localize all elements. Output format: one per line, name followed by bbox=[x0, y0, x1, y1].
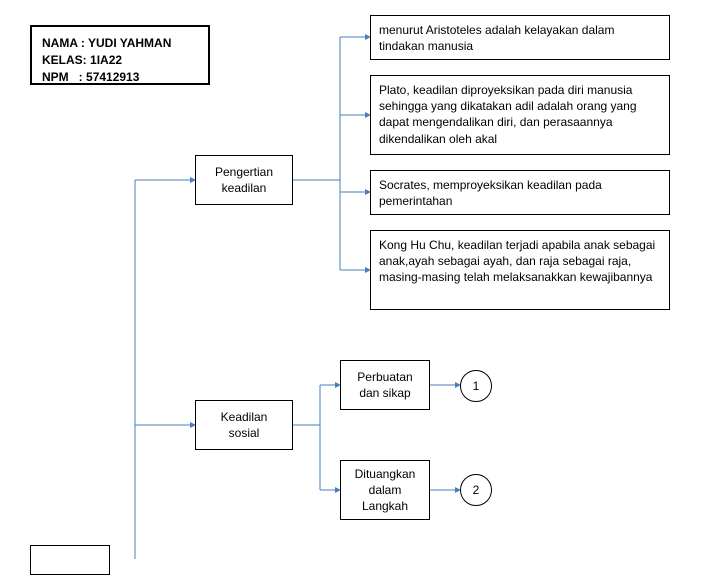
node-pengertian-label: Pengertian keadilan bbox=[204, 164, 284, 196]
def2-text: Plato, keadilan diproyeksikan pada diri … bbox=[379, 82, 661, 147]
node-def-socrates: Socrates, memproyeksikan keadilan pada p… bbox=[370, 170, 670, 215]
circle-1-label: 1 bbox=[473, 379, 480, 393]
info-kelas: KELAS: 1IA22 bbox=[42, 52, 198, 69]
info-npm: NPM : 57412913 bbox=[42, 69, 198, 86]
node-dituangkan-label: Dituangkan dalam Langkah bbox=[349, 466, 421, 515]
node-dituangkan-langkah: Dituangkan dalam Langkah bbox=[340, 460, 430, 520]
def1-text: menurut Aristoteles adalah kelayakan dal… bbox=[379, 22, 661, 54]
def4-text: Kong Hu Chu, keadilan terjadi apabila an… bbox=[379, 237, 661, 286]
kelas-value: 1IA22 bbox=[90, 53, 122, 67]
node-def-plato: Plato, keadilan diproyeksikan pada diri … bbox=[370, 75, 670, 155]
kelas-label: KELAS bbox=[42, 53, 83, 67]
info-nama: NAMA : YUDI YAHMAN bbox=[42, 35, 198, 52]
nama-label: NAMA bbox=[42, 36, 78, 50]
node-perbuatan-label: Perbuatan dan sikap bbox=[349, 369, 421, 401]
circle-2: 2 bbox=[460, 474, 492, 506]
node-keadilan-label: Keadilan sosial bbox=[204, 409, 284, 441]
circle-1: 1 bbox=[460, 370, 492, 402]
nama-value: YUDI YAHMAN bbox=[88, 36, 171, 50]
node-perbuatan-sikap: Perbuatan dan sikap bbox=[340, 360, 430, 410]
circle-2-label: 2 bbox=[473, 483, 480, 497]
node-def-aristoteles: menurut Aristoteles adalah kelayakan dal… bbox=[370, 15, 670, 60]
node-pengertian-keadilan: Pengertian keadilan bbox=[195, 155, 293, 205]
student-info-box: NAMA : YUDI YAHMAN KELAS: 1IA22 NPM : 57… bbox=[30, 25, 210, 85]
def3-text: Socrates, memproyeksikan keadilan pada p… bbox=[379, 177, 661, 209]
node-def-konghuchu: Kong Hu Chu, keadilan terjadi apabila an… bbox=[370, 230, 670, 310]
node-partial-bottom bbox=[30, 545, 110, 575]
node-keadilan-sosial: Keadilan sosial bbox=[195, 400, 293, 450]
npm-label: NPM bbox=[42, 70, 69, 84]
npm-value: 57412913 bbox=[86, 70, 139, 84]
